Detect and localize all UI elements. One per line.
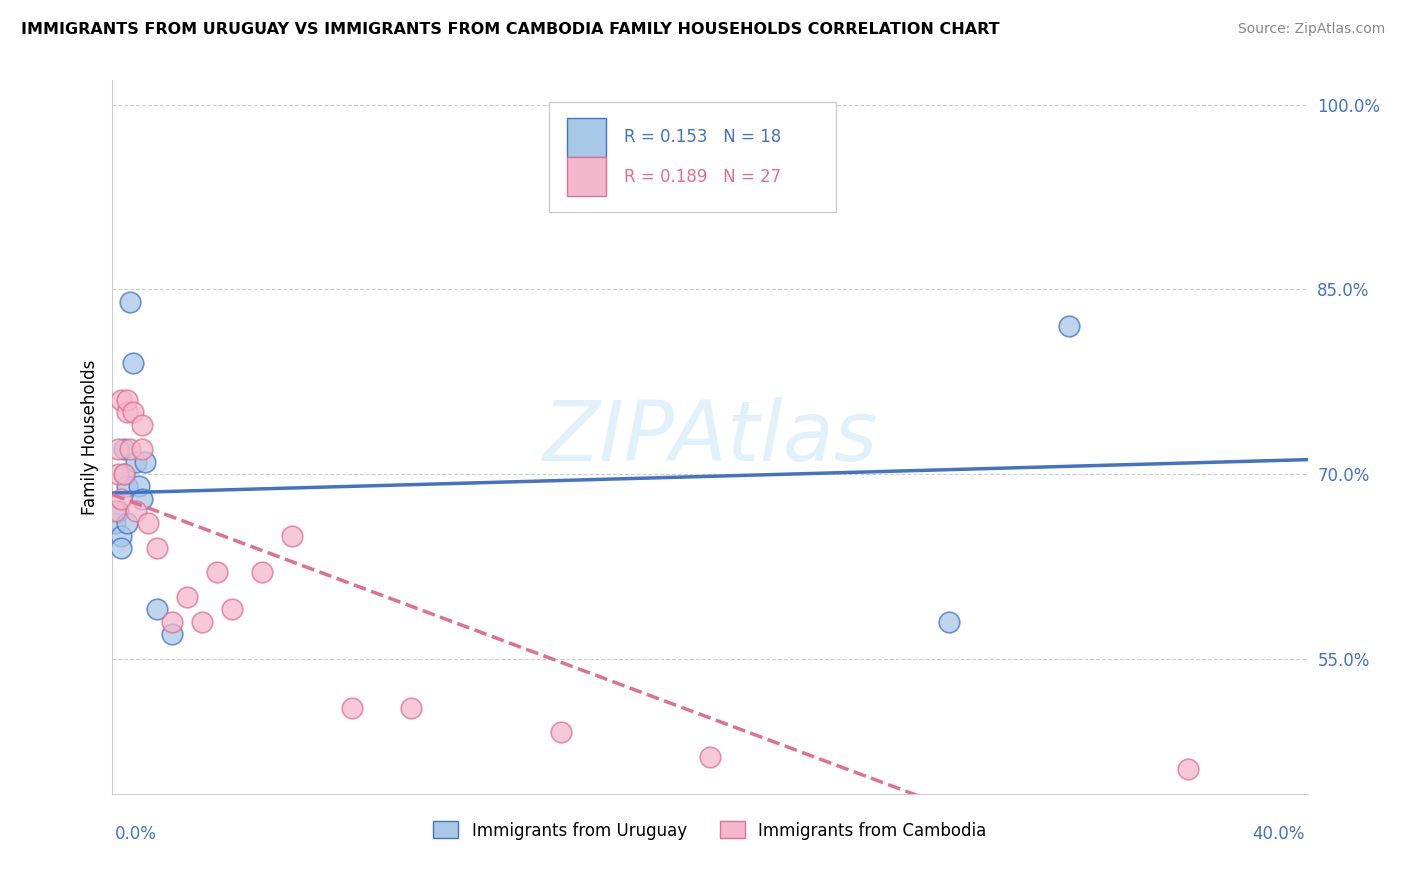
Point [104, 504, 127, 518]
Text: Source: ZipAtlas.com: Source: ZipAtlas.com [1237, 22, 1385, 37]
Point [134, 455, 156, 469]
Point [221, 602, 243, 616]
Point [110, 393, 132, 408]
Text: 40.0%: 40.0% [1253, 825, 1305, 843]
Point [120, 442, 142, 457]
Point [162, 627, 183, 641]
Point [107, 442, 129, 457]
Point [131, 491, 153, 506]
Point [122, 405, 145, 419]
Point [281, 528, 304, 542]
Point [699, 750, 721, 764]
Point [104, 516, 127, 531]
Point [114, 467, 135, 481]
Point [110, 491, 132, 506]
Point [550, 725, 572, 739]
Point [120, 294, 142, 309]
Text: R = 0.153   N = 18: R = 0.153 N = 18 [624, 128, 782, 146]
Point [122, 356, 145, 370]
Point [250, 566, 273, 580]
Point [117, 516, 139, 531]
Point [125, 455, 148, 469]
Text: R = 0.189   N = 27: R = 0.189 N = 27 [624, 168, 782, 186]
Legend: Immigrants from Uruguay, Immigrants from Cambodia: Immigrants from Uruguay, Immigrants from… [426, 814, 994, 847]
Point [138, 516, 160, 531]
Point [131, 417, 153, 432]
Bar [567, 157, 606, 196]
Y-axis label: Family Households: Family Households [80, 359, 98, 515]
Bar [567, 118, 606, 157]
Point [110, 541, 132, 555]
Point [125, 504, 148, 518]
FancyBboxPatch shape [548, 102, 835, 212]
Point [110, 528, 132, 542]
Point [1177, 762, 1199, 776]
Point [131, 442, 153, 457]
Point [117, 393, 139, 408]
Point [107, 504, 129, 518]
Point [117, 479, 139, 493]
Point [146, 602, 169, 616]
Point [162, 615, 183, 629]
Point [205, 566, 228, 580]
Point [146, 541, 169, 555]
Point [128, 479, 150, 493]
Point [117, 405, 139, 419]
Point [114, 442, 135, 457]
Point [340, 700, 363, 714]
Point [938, 615, 960, 629]
Point [191, 615, 214, 629]
Text: ZIPAtlas: ZIPAtlas [543, 397, 877, 477]
Text: 0.0%: 0.0% [115, 825, 157, 843]
Point [401, 700, 423, 714]
Point [1057, 319, 1080, 334]
Point [107, 467, 129, 481]
Point [114, 467, 135, 481]
Text: IMMIGRANTS FROM URUGUAY VS IMMIGRANTS FROM CAMBODIA FAMILY HOUSEHOLDS CORRELATIO: IMMIGRANTS FROM URUGUAY VS IMMIGRANTS FR… [21, 22, 1000, 37]
Point [176, 590, 198, 604]
